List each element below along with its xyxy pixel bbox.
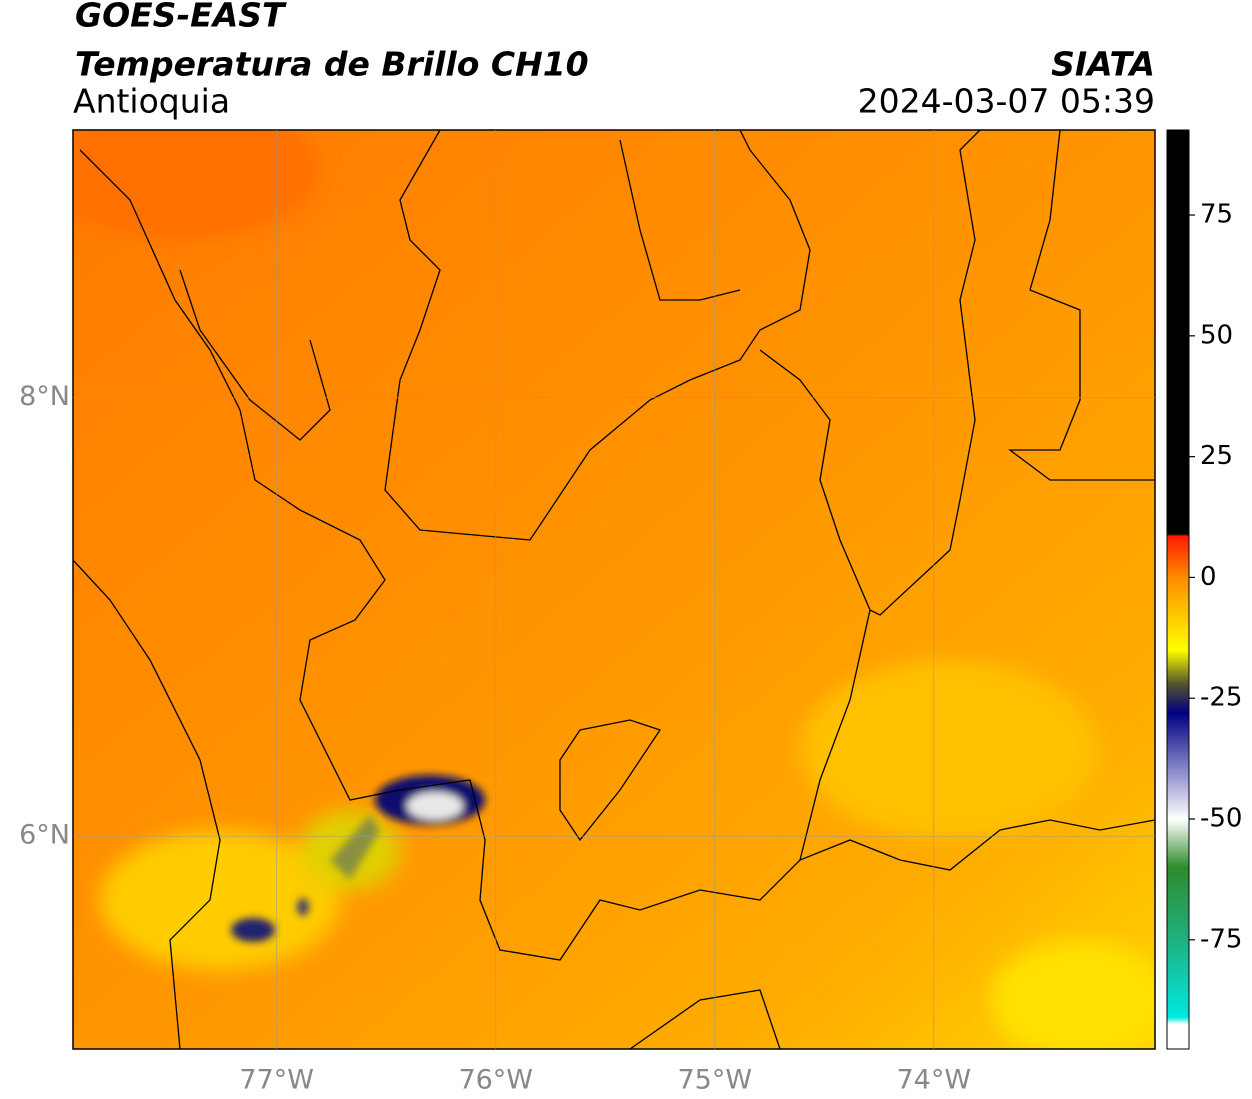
map-frame (72, 129, 1156, 1050)
warm-area (73, 130, 320, 240)
region: Antioquia (73, 82, 230, 121)
cool-area (990, 940, 1155, 1049)
colorbar-tick-label: 75 (1200, 200, 1233, 230)
colorbar-tick-label: -75 (1200, 924, 1242, 954)
lon-tick-label: 76°W (458, 1065, 533, 1096)
cloud (297, 898, 309, 916)
lon-tick-label: 74°W (897, 1065, 972, 1096)
colorbar-tick-label: 25 (1200, 441, 1233, 471)
cloud (330, 815, 380, 880)
colorbar-tick-label: -50 (1200, 804, 1242, 834)
lat-tick-label: 8°N (19, 381, 70, 412)
cloud-tops (231, 775, 485, 942)
borders (73, 130, 1155, 1049)
border (619, 139, 741, 301)
border (1008, 130, 1155, 481)
cloud (231, 918, 275, 942)
border (629, 989, 781, 1049)
temperature-field (73, 130, 1155, 1049)
border (384, 130, 811, 541)
cool-area (100, 830, 340, 970)
cool-area (800, 660, 1100, 840)
border (759, 130, 981, 616)
colorbar-tick-label: -25 (1200, 683, 1242, 713)
colorbar (1166, 129, 1190, 1050)
source: SIATA (1051, 45, 1155, 84)
border (559, 719, 662, 842)
subtitle: Temperatura de Brillo CH10 (75, 45, 589, 84)
datetime: 2024-03-07 05:39 (858, 82, 1155, 121)
colorbar-tick-label: 0 (1200, 562, 1217, 592)
title: GOES-EAST (75, 0, 287, 35)
lat-tick-label: 6°N (19, 820, 70, 851)
lon-tick-label: 75°W (677, 1065, 752, 1096)
colorbar-tick-label: 50 (1200, 320, 1233, 350)
map-field (73, 130, 1155, 1049)
lon-tick-label: 77°W (239, 1065, 314, 1096)
border (799, 609, 871, 861)
border (79, 149, 1155, 961)
border (179, 269, 331, 441)
cloud (407, 792, 463, 820)
border (73, 559, 221, 1049)
